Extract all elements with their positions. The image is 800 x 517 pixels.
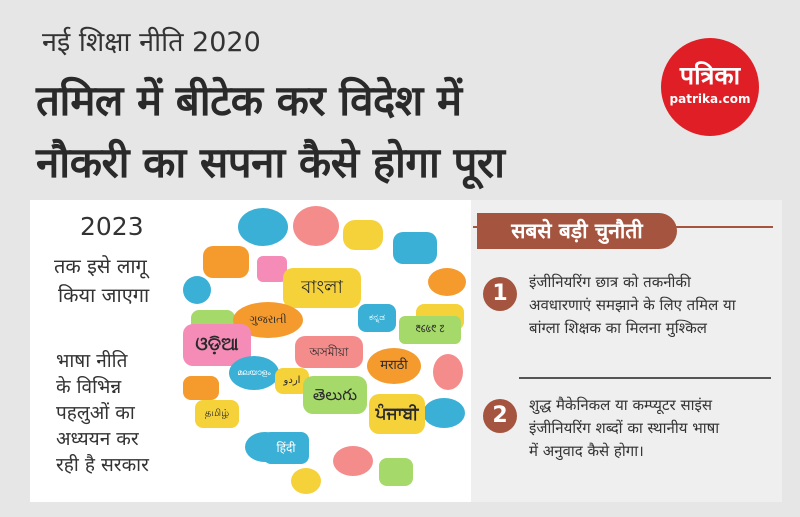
point-text-1: इंजीनियरिंग छात्र को तकनीकी अवधारणाएं सम… [529,271,736,340]
point-text-2: शुद्ध मैकेनिकल या कम्प्यूटर साइंस इंजीनि… [529,394,719,463]
headline-line-1: तमिल में बीटेक कर विदेश में [36,76,462,125]
marathi-bubble: मराठी [367,348,421,384]
bengali-bubble: বাংলা [283,268,361,308]
point-line: इंजीनियरिंग शब्दों का स्थानीय भाषा [529,419,720,437]
point-line: में अनुवाद कैसे होगा। [529,442,644,460]
implementation-text: तक इसे लागू किया जाएगा [54,252,149,310]
telugu-bubble: తెలుగు [303,376,367,414]
speech-bubble-icon [433,354,463,390]
study-line: अध्ययन कर [56,428,139,450]
speech-bubble-icon [423,398,465,428]
hindi-bubble: हिंदी [263,432,309,464]
tamil-bubble: தமிழ் [195,400,239,428]
study-text: भाषा नीति के विभिन्न पहलुओं का अध्ययन कर… [56,348,149,478]
implementation-line: किया जाएगा [58,283,150,307]
glyph-bubble: ᱓᱔᱕᱖ ᱗ [399,316,461,344]
punjabi-bubble: ਪੰਜਾਬੀ [369,394,425,434]
point-number-1: 1 [483,277,517,311]
point-line: शुद्ध मैकेनिकल या कम्प्यूटर साइंस [529,396,712,414]
speech-bubble-icon [379,458,413,486]
assamese-bubble: অসমীয়া [295,336,363,368]
year: 2023 [80,212,144,241]
study-line: पहलुओं का [56,402,135,424]
study-line: भाषा नीति [56,350,128,372]
content-panel: 2023 तक इसे लागू किया जाएगा भाषा नीति के… [30,200,782,502]
speech-bubble-icon [203,246,249,278]
headline: तमिल में बीटेक कर विदेश में नौकरी का सपन… [36,70,505,194]
kannada-bubble: ಕನ್ನಡ [358,304,396,332]
point-line: अवधारणाएं समझाने के लिए तमिल या [529,296,736,314]
speech-bubble-icon [183,376,219,400]
left-panel: 2023 तक इसे लागू किया जाएगा भाषा नीति के… [30,200,470,502]
point-line: बांग्ला शिक्षक का मिलना मुश्किल [529,319,707,337]
study-line: के विभिन्न [56,376,122,398]
speech-bubble-icon [183,276,211,304]
point-line: इंजीनियरिंग छात्र को तकनीकी [529,273,691,291]
kicker: नई शिक्षा नीति 2020 [42,27,261,58]
logo-site: patrika.com [669,92,751,106]
speech-bubble-icon [343,220,383,250]
challenge-banner: सबसे बड़ी चुनौती [477,213,677,249]
logo-name: पत्रिका [679,61,741,90]
speech-bubble-icon [333,446,373,476]
speech-bubble-icon [393,232,437,264]
language-bubble-cloud: বাংলা ગુજરાતી ಕನ್ನಡ ᱓᱔᱕᱖ ᱗ ଓଡ଼ିଆ অসমীয়া… [183,206,466,498]
headline-line-2: नौकरी का सपना कैसे होगा पूरा [36,138,505,187]
malayalam-bubble: മലയാളം [229,356,279,390]
right-panel: सबसे बड़ी चुनौती 1 इंजीनियरिंग छात्र को … [471,200,782,502]
speech-bubble-icon [238,208,288,246]
speech-bubble-icon [257,256,287,282]
implementation-line: तक इसे लागू [54,254,147,278]
speech-bubble-icon [293,206,339,246]
patrika-logo: पत्रिका patrika.com [661,38,759,136]
speech-bubble-icon [428,268,466,296]
divider-line [519,377,771,379]
point-number-2: 2 [483,399,517,433]
speech-bubble-icon [291,468,321,494]
study-line: रही है सरकार [56,454,149,476]
